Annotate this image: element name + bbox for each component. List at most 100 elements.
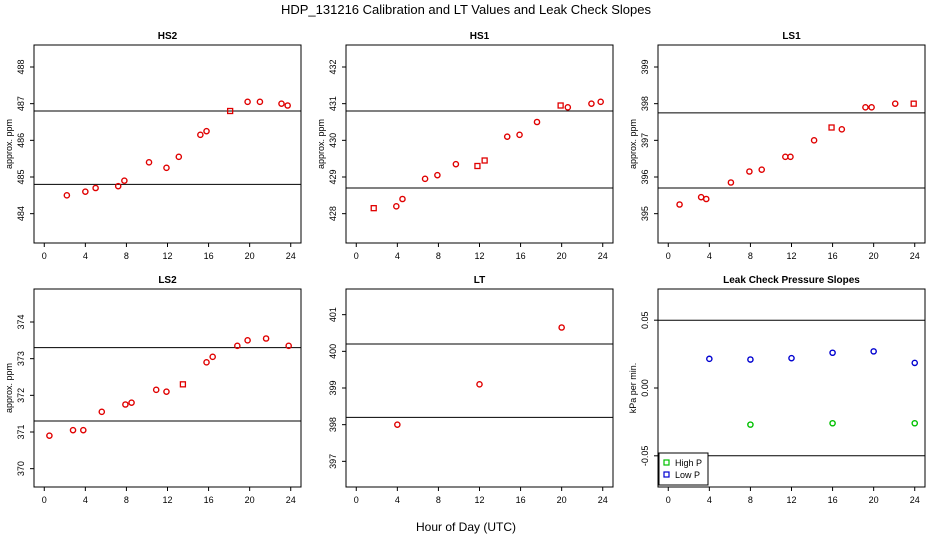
y-tick-label: 485 <box>16 169 26 184</box>
x-tick-label: 12 <box>474 251 484 261</box>
data-point <box>838 126 846 133</box>
data-point <box>787 153 794 161</box>
data-point <box>676 201 683 208</box>
x-tick-label: 24 <box>910 495 920 505</box>
panel-title: HS1 <box>470 31 490 42</box>
panel-title: LS1 <box>782 31 801 42</box>
y-tick-label: 395 <box>640 206 650 221</box>
data-point-low-p <box>706 355 713 363</box>
y-tick-label: -0.05 <box>640 446 650 467</box>
legend-label: High P <box>675 458 702 468</box>
data-point <box>98 408 106 416</box>
y-tick-label: 398 <box>640 96 650 111</box>
data-point-low-p <box>788 354 795 362</box>
x-tick-label: 16 <box>204 251 214 261</box>
x-tick-label: 16 <box>516 495 526 505</box>
x-tick-label: 12 <box>162 495 172 505</box>
data-point <box>503 133 511 140</box>
data-point-high-p <box>911 419 919 427</box>
y-tick-label: 371 <box>16 424 26 439</box>
y-tick-label: 428 <box>328 206 338 221</box>
data-point <box>262 335 270 342</box>
plot-frame <box>657 44 926 244</box>
y-tick-label: 399 <box>640 59 650 74</box>
x-tick-label: 0 <box>42 251 47 261</box>
x-tick-label: 24 <box>598 495 608 505</box>
data-point <box>702 195 710 203</box>
data-point <box>46 432 53 439</box>
data-point <box>209 353 216 361</box>
x-tick-label: 4 <box>395 495 400 505</box>
x-tick-label: 12 <box>162 251 172 261</box>
x-tick-label: 20 <box>869 495 879 505</box>
data-point <box>114 182 122 190</box>
figure-xlabel: Hour of Day (UTC) <box>416 520 516 534</box>
x-tick-label: 20 <box>557 251 567 261</box>
x-tick-label: 0 <box>354 251 359 261</box>
y-tick-label: 486 <box>16 133 26 148</box>
legend-marker <box>663 471 670 478</box>
x-tick-label: 8 <box>748 251 753 261</box>
panel-title: LT <box>474 275 485 286</box>
x-tick-label: 8 <box>748 495 753 505</box>
data-point <box>203 127 210 135</box>
data-point <box>284 102 291 109</box>
legend-label: Low P <box>675 470 700 480</box>
y-tick-label: 429 <box>328 169 338 184</box>
x-tick-label: 20 <box>869 251 879 261</box>
data-point <box>226 107 234 115</box>
data-point <box>399 195 406 203</box>
legend-box <box>658 452 709 486</box>
data-point-high-p <box>829 419 836 427</box>
x-tick-label: 20 <box>557 495 567 505</box>
data-point <box>564 104 572 111</box>
x-tick-label: 0 <box>42 495 47 505</box>
x-tick-label: 8 <box>436 251 441 261</box>
x-tick-label: 24 <box>286 251 296 261</box>
x-tick-label: 12 <box>786 495 796 505</box>
data-point <box>82 188 89 195</box>
x-tick-label: 12 <box>474 495 484 505</box>
data-point <box>558 324 565 331</box>
x-tick-label: 0 <box>666 251 671 261</box>
legend-marker <box>663 459 670 466</box>
data-point <box>393 203 400 210</box>
data-point <box>203 359 210 366</box>
panel-title: Leak Check Pressure Slopes <box>723 275 860 286</box>
y-axis-label: approx. ppm <box>316 119 326 169</box>
data-point <box>128 399 135 406</box>
data-point <box>63 192 71 199</box>
x-tick-label: 4 <box>83 495 88 505</box>
data-point <box>481 157 488 164</box>
data-point <box>175 153 183 161</box>
panel-title: HS2 <box>158 31 178 42</box>
y-tick-label: 484 <box>16 206 26 221</box>
y-tick-label: 487 <box>16 96 26 111</box>
x-tick-label: 4 <box>707 251 712 261</box>
data-point <box>244 337 251 344</box>
plot-frame <box>33 44 302 244</box>
data-point <box>782 153 789 161</box>
x-tick-label: 24 <box>598 251 608 261</box>
x-tick-label: 20 <box>245 251 255 261</box>
y-tick-label: 431 <box>328 96 338 111</box>
x-tick-label: 8 <box>124 251 129 261</box>
data-point <box>588 100 595 107</box>
x-tick-label: 8 <box>436 495 441 505</box>
x-tick-label: 4 <box>83 251 88 261</box>
y-tick-label: 400 <box>328 344 338 359</box>
x-tick-label: 20 <box>245 495 255 505</box>
data-point <box>758 166 766 173</box>
x-tick-label: 8 <box>124 495 129 505</box>
y-tick-label: 401 <box>328 307 338 322</box>
panel-ls2: LS2 0 4 8 12 16 20 24 370 371 372 373 374 approx. ppm <box>4 275 302 505</box>
data-point <box>862 104 869 111</box>
data-point <box>474 162 481 170</box>
data-point <box>197 131 204 139</box>
figure-title: HDP_131216 Calibration and LT Values and… <box>281 2 652 17</box>
x-tick-label: 0 <box>354 495 359 505</box>
data-point <box>370 205 377 212</box>
data-point-low-p <box>747 356 754 363</box>
y-tick-label: 399 <box>328 380 338 395</box>
